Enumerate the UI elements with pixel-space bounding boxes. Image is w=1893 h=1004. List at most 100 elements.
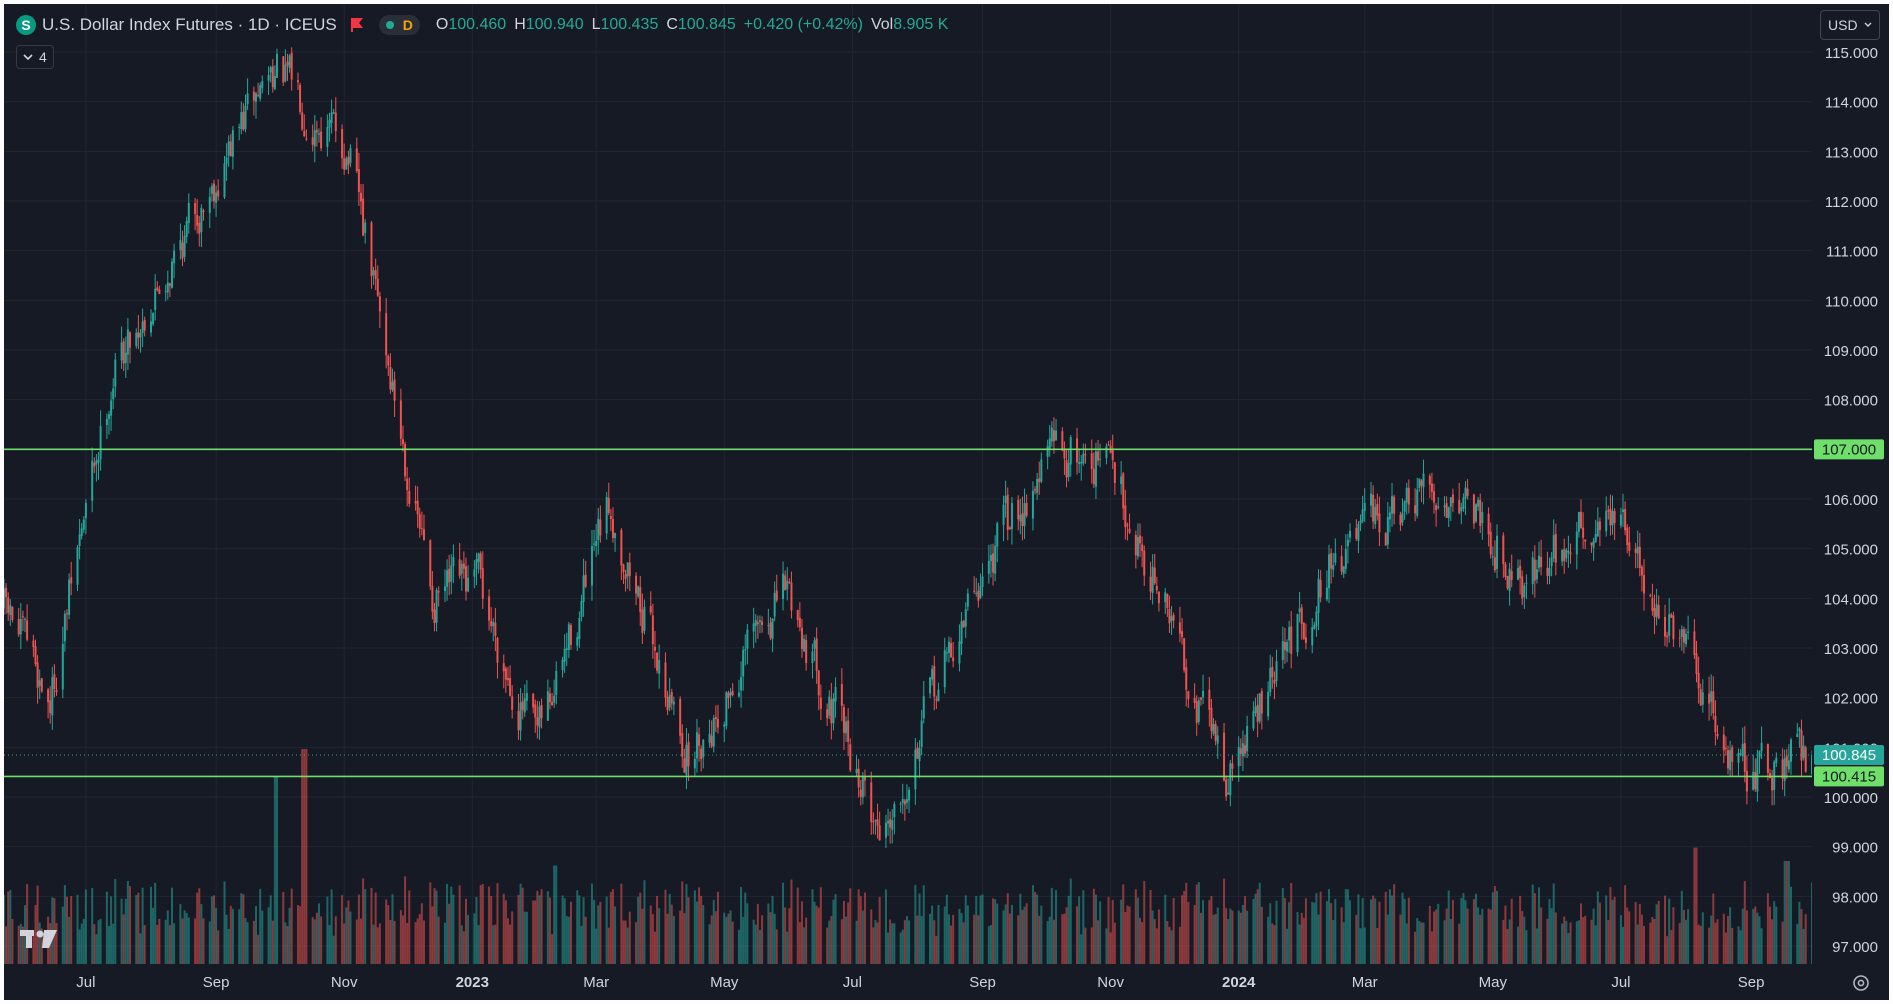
volume-bar: [1227, 919, 1230, 964]
volume-bar: [786, 931, 789, 964]
flag-icon[interactable]: [349, 17, 365, 33]
volume-bar: [796, 887, 799, 964]
candle-body: [1267, 691, 1270, 717]
candle-body: [1523, 585, 1526, 598]
candle-body: [635, 575, 638, 594]
candle-body: [975, 592, 978, 594]
candle-body: [1798, 728, 1801, 732]
candle-body: [1613, 510, 1616, 524]
candle-body: [38, 680, 41, 687]
volume-bar: [357, 894, 360, 964]
candle-body: [1628, 542, 1631, 551]
candle-body: [1685, 633, 1688, 645]
volume-bar: [1699, 925, 1702, 964]
price-tick-label: 114.000: [1825, 95, 1878, 112]
candle-body: [1319, 579, 1322, 598]
volume-bar: [857, 889, 860, 964]
volume-bar: [1260, 906, 1263, 964]
gear-icon[interactable]: [1850, 972, 1872, 994]
candle-body: [1325, 587, 1328, 600]
candle-body: [347, 156, 350, 166]
candle-body: [842, 707, 845, 733]
candle-body: [1199, 697, 1202, 700]
candle-body: [964, 609, 967, 627]
volume-bar: [1405, 923, 1408, 964]
candle-body: [1227, 792, 1230, 795]
volume-bar: [744, 892, 747, 964]
time-axis[interactable]: Jul Sep Nov 2023 Mar May Jul Sep Nov 2024 Mar May Ju…: [4, 964, 1889, 1000]
currency-selector[interactable]: USD: [1820, 10, 1880, 40]
candle-body: [1548, 567, 1551, 577]
volume-bar: [1275, 900, 1278, 964]
candle-body: [212, 183, 215, 202]
candle-body: [305, 138, 308, 140]
volume-bar: [746, 903, 749, 964]
candle-body: [429, 540, 432, 587]
volume-bar: [364, 889, 367, 964]
volume-bar: [1447, 890, 1450, 964]
volume-bar: [1197, 882, 1200, 964]
collapse-indicators-button[interactable]: 4: [16, 45, 54, 69]
candle-body: [7, 597, 10, 613]
candle-body: [11, 606, 14, 620]
volume-bar: [1472, 899, 1475, 964]
volume-bar: [1023, 906, 1026, 964]
candle-body: [1554, 534, 1557, 563]
candle-body: [320, 131, 323, 149]
volume-bar: [217, 930, 220, 964]
candle-body: [517, 711, 520, 731]
volume-bar: [391, 894, 394, 964]
volume-bar: [406, 922, 409, 964]
volume-bar: [372, 924, 375, 964]
volume-bar: [832, 899, 835, 964]
volume-bar: [653, 931, 656, 964]
volume-bar: [815, 905, 818, 964]
candle-body: [1391, 496, 1394, 514]
candle-body: [1193, 697, 1196, 703]
price-chart[interactable]: 115.000 114.000 113.000 112.000 111.000 110.0…: [4, 4, 1889, 1000]
volume-bar: [884, 889, 887, 964]
candle-body: [61, 643, 64, 690]
candle-body: [1649, 595, 1652, 597]
volume-bar: [374, 892, 377, 964]
volume-bar: [1078, 896, 1081, 964]
candle-body: [185, 221, 188, 237]
volume-bar: [1143, 880, 1146, 964]
price-tick-label: 111.000: [1826, 244, 1878, 261]
candle-body: [855, 768, 858, 774]
candle-body: [1370, 493, 1373, 506]
candle-body: [1672, 615, 1675, 640]
candle-body: [1372, 494, 1375, 522]
candle-body: [1050, 427, 1053, 442]
volume-bar: [135, 895, 138, 964]
candle-body: [225, 157, 228, 164]
horizontal-lines[interactable]: [4, 448, 1812, 778]
candle-body: [847, 720, 850, 742]
volume-bar: [1533, 893, 1536, 964]
volume-bar: [1065, 907, 1068, 964]
volume-bar: [1743, 881, 1746, 964]
tradingview-logo[interactable]: [20, 928, 60, 950]
price-tick-label: 100.000: [1824, 790, 1878, 807]
currency-label: USD: [1828, 17, 1858, 33]
volume-bar: [78, 929, 81, 964]
price-axis[interactable]: 115.000 114.000 113.000 112.000 111.000 110.0…: [1812, 4, 1889, 1000]
candle-body: [962, 620, 965, 628]
candle-body: [1237, 746, 1240, 767]
volume-bar: [1113, 922, 1116, 964]
candle-body: [861, 776, 864, 798]
candle-body: [1304, 637, 1307, 643]
volume-bar: [861, 910, 864, 964]
candle-body: [1636, 546, 1639, 554]
candle-body: [1136, 537, 1139, 557]
volume-bar: [756, 904, 759, 964]
volume-bar: [918, 893, 921, 964]
volume-bar: [1737, 926, 1740, 964]
market-status[interactable]: D: [378, 15, 420, 35]
symbol-title[interactable]: U.S. Dollar Index Futures · 1D · ICEUS: [42, 15, 337, 34]
candle-body: [773, 592, 776, 617]
candle-body: [887, 820, 890, 824]
candle-body: [1241, 743, 1244, 757]
candle-body: [1781, 759, 1784, 779]
volume-bar: [1640, 914, 1643, 964]
